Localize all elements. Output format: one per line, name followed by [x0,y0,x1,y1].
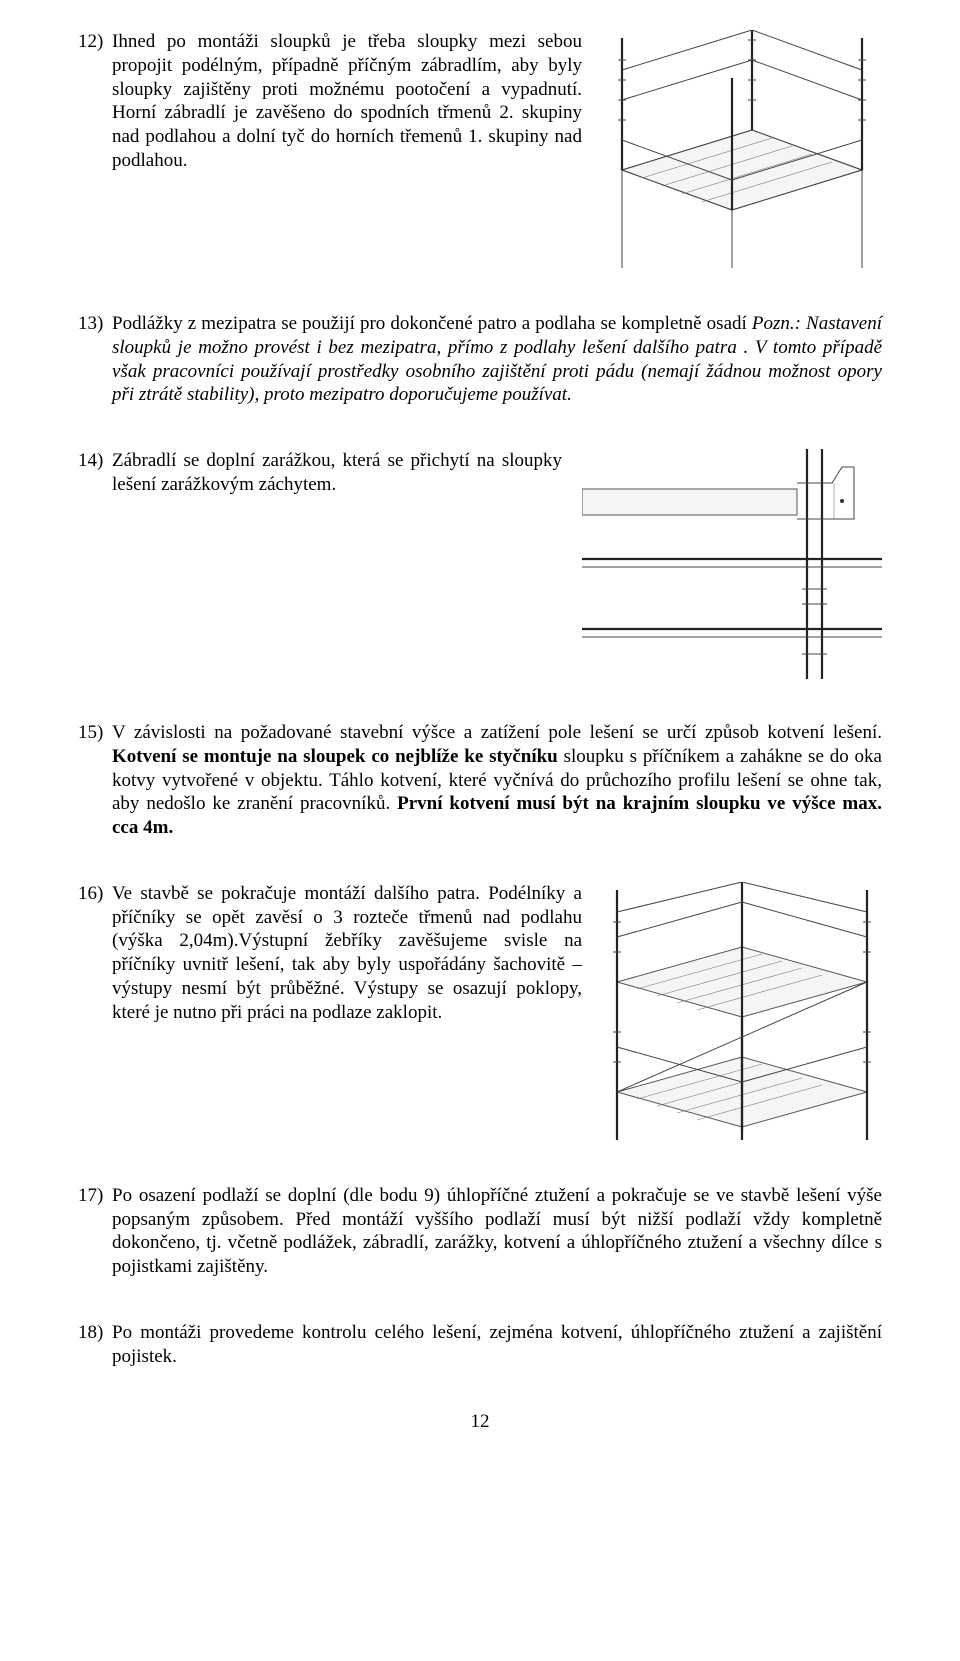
step-15-item: 15) V závislosti na požadované stavební … [78,721,882,840]
scaffold-isometric-icon [602,30,882,270]
step-16-number: 16) [78,882,112,1025]
step-16-body: Ve stavbě se pokračuje montáží dalšího p… [112,882,582,1025]
step-16-row: 16) Ve stavbě se pokračuje montáží další… [78,882,882,1142]
step-14-row: 14) Zábradlí se doplní zarážkou, která s… [78,449,882,679]
toeboard-detail-icon [582,449,882,679]
step-16-figure [602,882,882,1142]
step-17-number: 17) [78,1184,112,1279]
step-15-pre: V závislosti na požadované stavební výšc… [112,722,882,743]
step-13: 13) Podlážky z mezipatra se použijí pro … [78,312,882,407]
step-14: 14) Zábradlí se doplní zarážkou, která s… [78,449,882,679]
step-17-body: Po osazení podlaží se doplní (dle bodu 9… [112,1184,882,1279]
step-18-number: 18) [78,1321,112,1369]
step-14-body: Zábradlí se doplní zarážkou, která se př… [112,449,562,497]
step-15-body: V závislosti na požadované stavební výšc… [112,721,882,840]
page-number: 12 [78,1410,882,1434]
step-12-item: 12) Ihned po montáži sloupků je třeba sl… [78,30,582,173]
step-15-bold1: Kotvení se montuje na sloupek co nejblíž… [112,746,558,767]
step-13-item: 13) Podlážky z mezipatra se použijí pro … [78,312,882,407]
step-12-text-col: 12) Ihned po montáži sloupků je třeba sl… [78,30,582,173]
step-13-body: Podlážky z mezipatra se použijí pro doko… [112,312,882,407]
step-12-figure [602,30,882,270]
step-14-item: 14) Zábradlí se doplní zarážkou, která s… [78,449,562,497]
step-12-number: 12) [78,30,112,173]
scaffold-two-storey-icon [602,882,882,1142]
step-16-text-col: 16) Ve stavbě se pokračuje montáží další… [78,882,582,1025]
step-16-item: 16) Ve stavbě se pokračuje montáží další… [78,882,582,1025]
step-12-row: 12) Ihned po montáži sloupků je třeba sl… [78,30,882,270]
step-14-figure [582,449,882,679]
step-13-pozn-label: Pozn.: [752,313,806,334]
step-18-item: 18) Po montáži provedeme kontrolu celého… [78,1321,882,1369]
step-14-number: 14) [78,449,112,497]
step-15-number: 15) [78,721,112,840]
step-18-body: Po montáži provedeme kontrolu celého leš… [112,1321,882,1369]
step-12-body: Ihned po montáži sloupků je třeba sloupk… [112,30,582,173]
step-16: 16) Ve stavbě se pokračuje montáží další… [78,882,882,1142]
step-13-number: 13) [78,312,112,407]
step-18: 18) Po montáži provedeme kontrolu celého… [78,1321,882,1369]
step-17-item: 17) Po osazení podlaží se doplní (dle bo… [78,1184,882,1279]
step-12: 12) Ihned po montáži sloupků je třeba sl… [78,30,882,270]
step-14-text-col: 14) Zábradlí se doplní zarážkou, která s… [78,449,562,497]
step-15: 15) V závislosti na požadované stavební … [78,721,882,840]
step-17: 17) Po osazení podlaží se doplní (dle bo… [78,1184,882,1279]
step-13-plain: Podlážky z mezipatra se použijí pro doko… [112,313,752,334]
